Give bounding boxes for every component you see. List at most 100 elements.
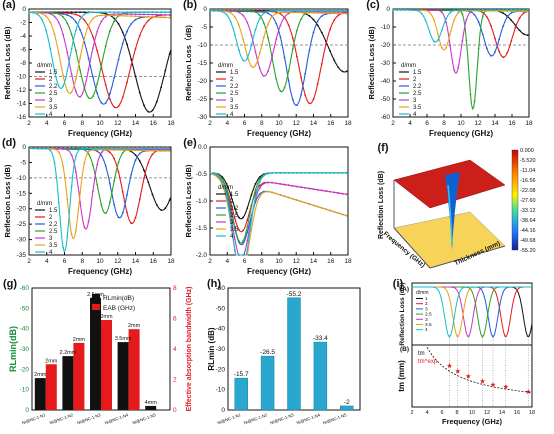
panel-c: 2 4 6 8 10 12 14 16 18 0 -10 -20 -30 -40 -50 -60 d/mm1.5… xyxy=(366,0,533,138)
panel-label: (a) xyxy=(2,0,16,11)
series-point xyxy=(79,69,81,71)
series-point xyxy=(70,47,73,50)
series-point xyxy=(432,40,435,43)
x-tick-label: 18 xyxy=(525,120,533,127)
series-point xyxy=(461,40,464,42)
series-point xyxy=(473,14,476,16)
series-point xyxy=(341,192,344,195)
series-point xyxy=(242,229,245,232)
colorbar-tick-label: -49.68 xyxy=(520,238,536,244)
series-point xyxy=(229,20,232,23)
x-axis xyxy=(393,227,431,269)
bar-eab xyxy=(101,320,112,410)
legend-entry: 2 xyxy=(230,77,234,83)
series-point xyxy=(28,11,30,14)
series-point xyxy=(432,18,435,21)
series-point xyxy=(304,94,307,96)
y-tick-label: -12 xyxy=(17,87,27,94)
series-point xyxy=(283,9,286,12)
series-point xyxy=(134,75,137,78)
left-y-tick-label: -10 xyxy=(20,387,30,394)
series-point xyxy=(70,91,73,93)
series-point xyxy=(117,11,120,14)
series-point xyxy=(62,33,64,36)
right-y-tick-label: 6 xyxy=(173,316,177,323)
series-point xyxy=(164,150,167,152)
legend-entry: 1.5 xyxy=(49,70,58,76)
bar xyxy=(287,297,301,411)
series-point xyxy=(345,11,348,14)
series-point xyxy=(100,14,103,17)
series-point xyxy=(96,163,99,166)
series-point xyxy=(242,59,245,62)
series-point xyxy=(92,75,94,78)
series-point xyxy=(221,178,224,181)
x-tick-label: 8 xyxy=(455,410,458,416)
series-point xyxy=(283,183,286,186)
series-point xyxy=(316,205,319,208)
series-point xyxy=(40,147,43,150)
colorbar-tick-label: -27.60 xyxy=(520,198,536,204)
y-tick-label: -60 xyxy=(216,285,226,292)
series-line xyxy=(210,172,348,256)
legend-entry: tm xyxy=(418,351,425,357)
series-point xyxy=(287,80,290,82)
x-category-label: Ni@NC-1-N5 xyxy=(322,412,348,425)
top-y-axis-label: Reflection Loss (dB) xyxy=(399,282,406,345)
x-tick-label: 12 xyxy=(114,258,122,265)
series-point xyxy=(258,181,261,184)
x-category-label: Ni@NC-1-N3 xyxy=(76,412,102,425)
series-point xyxy=(57,147,60,150)
bar-value-label: -2 xyxy=(344,399,350,406)
series-point xyxy=(49,149,52,152)
x-category-label: Ni@NC-1-N1 xyxy=(21,412,47,425)
series-point xyxy=(134,15,137,18)
series-point xyxy=(138,15,141,18)
series-point xyxy=(168,14,171,16)
series-point xyxy=(246,57,249,60)
series-point xyxy=(49,12,52,15)
series-point xyxy=(304,201,307,204)
series-point xyxy=(441,9,443,11)
series-point xyxy=(514,10,517,13)
series-point xyxy=(160,16,163,19)
series-point xyxy=(96,49,99,52)
left-y-tick-label: -30 xyxy=(20,346,30,353)
series-point xyxy=(329,9,331,12)
series-point xyxy=(70,11,73,14)
series-point xyxy=(287,24,290,27)
series-point xyxy=(481,11,484,14)
x-tick-label: 6 xyxy=(243,120,247,127)
series-point xyxy=(113,11,116,14)
series-point xyxy=(164,147,167,150)
series-point xyxy=(337,192,340,194)
series-point xyxy=(155,149,158,152)
series-point xyxy=(308,11,311,14)
series-point xyxy=(155,204,158,206)
x-tick-label: 14 xyxy=(499,410,505,416)
series-point xyxy=(296,55,298,58)
series-point xyxy=(160,149,163,152)
y-tick-label: -20 xyxy=(381,42,391,49)
series-point xyxy=(437,9,439,12)
series-point xyxy=(100,147,103,150)
series-point xyxy=(238,216,240,219)
series-point xyxy=(217,177,220,180)
series-point xyxy=(143,104,145,107)
series-point xyxy=(83,87,86,89)
series-point xyxy=(113,13,116,16)
series-point xyxy=(275,38,278,41)
series-point xyxy=(308,49,311,52)
series-point xyxy=(333,12,336,15)
series-point xyxy=(49,47,52,50)
series-point xyxy=(53,33,56,36)
series-point xyxy=(312,12,315,14)
series-point xyxy=(296,172,298,174)
series-point xyxy=(134,149,137,152)
legend-title: d/mm xyxy=(401,63,416,69)
series-point xyxy=(62,246,64,249)
panel-label: (f) xyxy=(378,142,389,154)
series-point xyxy=(138,91,141,94)
series-point xyxy=(66,69,69,72)
series-point xyxy=(87,147,90,150)
